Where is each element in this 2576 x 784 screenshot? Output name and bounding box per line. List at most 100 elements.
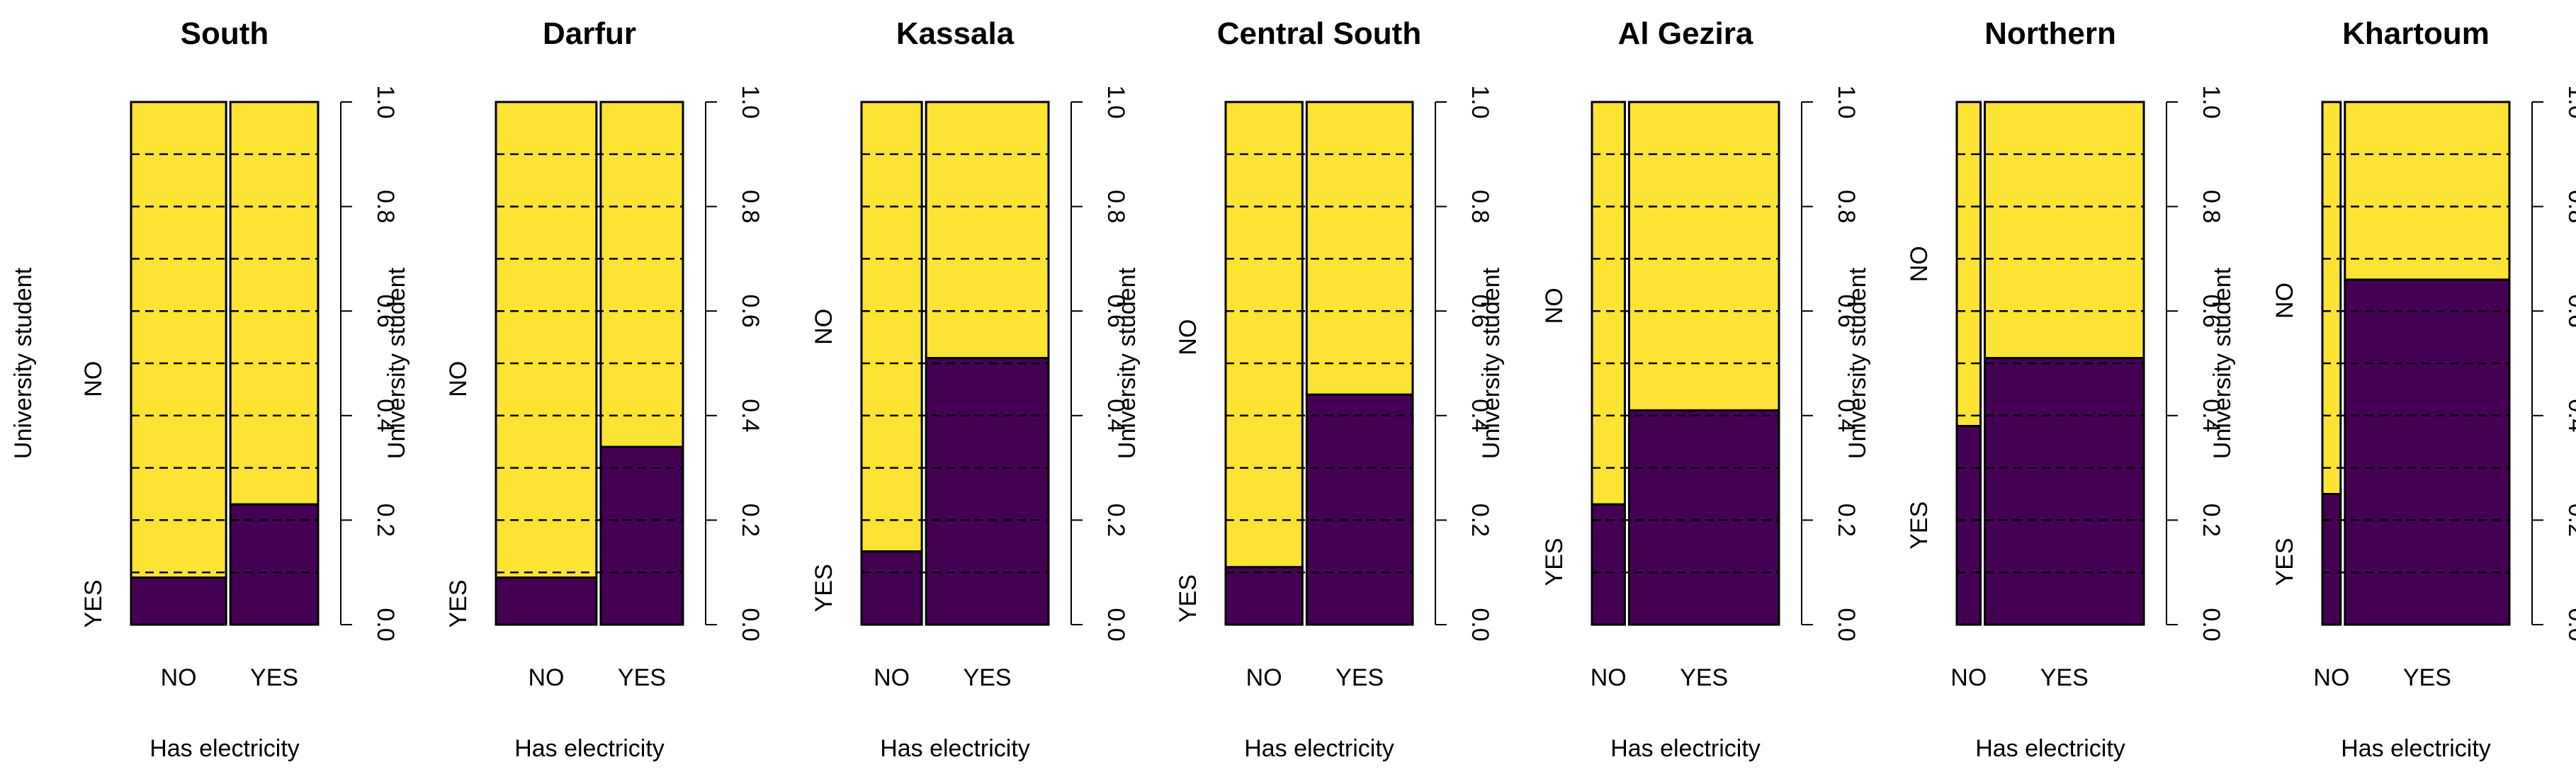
right-axis-tick-label: 0.6 [1833,295,1860,328]
y-category-label: NO [2271,283,2298,319]
tile-no-electricity-not-student [1591,101,1626,506]
x-category-label: YES [964,664,1012,691]
tile-electricity-not-student [229,101,320,506]
right-axis-tick-label: 1.0 [1467,85,1493,118]
tile-electricity-student [2344,278,2511,626]
x-category-label: NO [874,664,910,691]
right-axis-tick-label: 0.6 [1467,295,1493,328]
y-category-label: YES [810,564,837,612]
y-category-label: NO [1175,319,1202,356]
tile-no-electricity-student [1591,503,1626,626]
right-axis-tick-label: 0.0 [1102,608,1129,641]
panel-title: Darfur [543,16,636,51]
right-axis-tick-label: 0.2 [2198,504,2225,537]
y-category-label: NO [1906,246,1933,282]
right-axis-tick-label: 0.0 [372,608,399,641]
y-category-label: YES [445,579,472,627]
y-category-label: NO [445,361,472,397]
right-axis-tick-label: 0.6 [737,295,764,328]
right-axis-tick-label: 0.4 [2198,399,2225,432]
right-axis-tick-label: 0.4 [1833,399,1860,432]
right-axis-tick-label: 0.4 [1467,399,1493,432]
tile-no-electricity-student [495,576,598,626]
right-axis-tick-label: 0.0 [1833,608,1860,641]
right-axis-title: University student [1844,267,1871,459]
x-axis-title: Has electricity [1244,735,1394,762]
right-axis-tick-label: 0.6 [1102,295,1129,328]
x-category-label: NO [1950,664,1987,691]
right-axis-tick-label: 0.4 [2563,399,2576,432]
right-axis-tick-label: 0.0 [2563,608,2576,641]
right-axis-tick-label: 0.2 [372,504,399,537]
y-category-label: YES [2271,538,2298,586]
tile-electricity-student [1984,357,2145,626]
tile-electricity-not-student [1984,101,2145,360]
right-axis-tick-label: 0.2 [1833,504,1860,537]
right-axis-tick-label: 0.4 [372,399,399,432]
right-axis-tick-label: 0.4 [737,399,764,432]
x-axis-title: Has electricity [1975,735,2125,762]
tile-no-electricity-student [860,550,923,626]
right-axis-tick-label: 0.8 [737,190,764,223]
x-axis-title: Has electricity [1610,735,1761,762]
right-axis-tick-label: 0.8 [1467,190,1493,223]
right-axis-tick-label: 0.8 [372,190,399,223]
panel-title: Kassala [896,16,1015,51]
x-axis-title: Has electricity [514,735,665,762]
x-category-label: YES [1335,664,1384,691]
x-category-label: YES [250,664,298,691]
tile-electricity-not-student [2344,101,2511,281]
right-axis-tick-label: 0.8 [2198,190,2225,223]
tile-no-electricity-not-student [1955,101,1982,428]
panel-title: Northern [1984,16,2116,51]
tile-no-electricity-not-student [130,101,227,579]
right-axis-tick-label: 1.0 [1102,85,1129,118]
tile-no-electricity-not-student [2321,101,2342,495]
tile-no-electricity-student [2321,493,2342,626]
right-axis-tick-label: 0.8 [1102,190,1129,223]
right-axis-tick-label: 0.6 [2198,295,2225,328]
right-axis-tick-label: 0.2 [2563,504,2576,537]
right-axis-tick-label: 0.0 [1467,608,1493,641]
panel-title: Khartoum [2342,16,2490,51]
tile-electricity-student [925,357,1050,626]
right-axis-tick-label: 1.0 [2198,85,2225,118]
tile-electricity-student [599,445,684,626]
tile-no-electricity-student [1955,425,1982,626]
right-axis-title: University student [1114,267,1141,459]
panel-title: Central South [1217,16,1421,51]
x-category-label: YES [1680,664,1728,691]
right-axis-tick-label: 0.4 [1102,399,1129,432]
panel-title: South [181,16,269,51]
right-axis-tick-label: 0.2 [1102,504,1129,537]
tile-no-electricity-student [1224,566,1304,626]
x-category-label: YES [618,664,666,691]
right-axis-tick-label: 0.0 [2198,608,2225,641]
right-axis-tick-label: 0.2 [1467,504,1493,537]
x-axis-title: Has electricity [2341,735,2491,762]
tile-electricity-student [229,503,320,626]
right-axis-tick-label: 0.8 [2563,190,2576,223]
x-axis-title: Has electricity [880,735,1030,762]
y-category-label: NO [810,309,837,345]
y-category-label: YES [80,579,107,627]
tile-electricity-student [1627,409,1780,626]
left-axis-title: University student [10,267,37,459]
x-axis-title: Has electricity [149,735,300,762]
y-category-label: YES [1175,574,1202,623]
right-axis-tick-label: 0.8 [1833,190,1860,223]
tile-electricity-not-student [1305,101,1414,396]
x-category-label: NO [161,664,197,691]
right-axis-tick-label: 0.0 [737,608,764,641]
tile-electricity-student [1305,393,1414,626]
y-category-label: YES [1541,538,1568,586]
x-category-label: NO [528,664,564,691]
x-category-label: YES [2040,664,2089,691]
right-axis-tick-label: 0.6 [2563,295,2576,328]
tile-no-electricity-not-student [1224,101,1304,569]
panel-title: Al Gezira [1618,16,1753,51]
x-category-label: NO [1591,664,1627,691]
tile-no-electricity-student [130,576,227,626]
right-axis-title: University student [2209,267,2236,459]
x-category-label: YES [2403,664,2451,691]
